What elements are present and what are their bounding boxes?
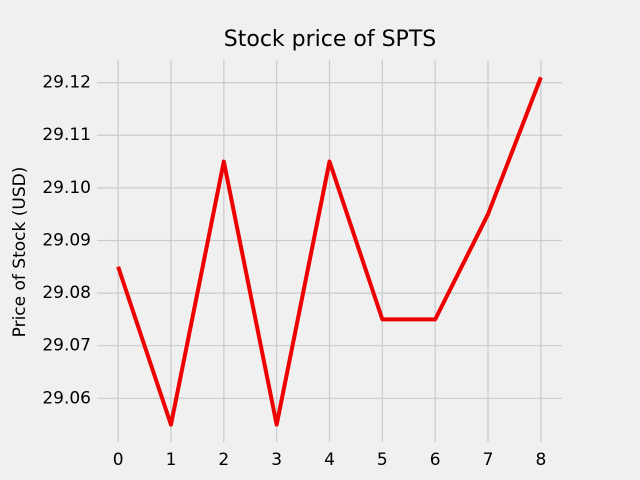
y-axis-label: Price of Stock (USD): [10, 167, 30, 338]
x-tick-label: 6: [430, 450, 441, 470]
x-tick-label: 8: [535, 450, 546, 470]
y-tick-label: 29.06: [42, 388, 91, 408]
y-tick-label: 29.07: [42, 336, 91, 356]
chart-title: Stock price of SPTS: [224, 27, 436, 52]
x-tick-label: 7: [483, 450, 494, 470]
line-series: [116, 76, 543, 427]
x-tick-label: 5: [377, 450, 388, 470]
y-tick-label: 29.09: [42, 230, 91, 250]
x-tick-label: 4: [324, 450, 335, 470]
y-tick-label: 29.12: [42, 73, 91, 93]
y-tick-label: 29.11: [42, 125, 91, 145]
x-tick-label: 0: [113, 450, 124, 470]
x-tick-label: 3: [271, 450, 282, 470]
x-axis-label: Number of Days after 2014-04-21: [186, 478, 474, 480]
y-tick-label: 29.08: [42, 283, 91, 303]
x-tick-label: 1: [166, 450, 177, 470]
x-tick-label: 2: [218, 450, 229, 470]
y-tick-label: 29.10: [42, 178, 91, 198]
